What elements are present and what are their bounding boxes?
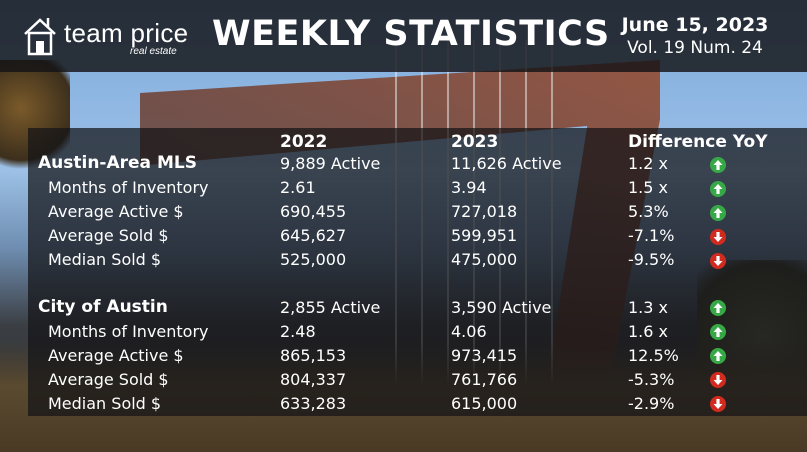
column-header-2022: 2022 — [280, 132, 328, 152]
stats-table-panel — [28, 128, 807, 416]
table-cell-2022: 804,337 — [280, 370, 347, 389]
table-cell-2022: 525,000 — [280, 250, 347, 269]
row-label: Months of Inventory — [48, 322, 209, 341]
table-cell-difference: 5.3% — [628, 202, 669, 221]
brand-subtitle: real estate — [130, 46, 177, 57]
table-cell-2023: 4.06 — [451, 322, 487, 341]
arrow-up-icon — [710, 157, 726, 173]
row-label: Months of Inventory — [48, 178, 209, 197]
table-cell-2022: 690,455 — [280, 202, 347, 221]
table-cell-2022: 633,283 — [280, 394, 347, 413]
arrow-down-icon — [710, 372, 726, 388]
table-cell-difference: 1.3 x — [628, 298, 668, 317]
arrow-up-icon — [710, 181, 726, 197]
table-cell-2023: 599,951 — [451, 226, 518, 245]
header-bar: team price real estate WEEKLY STATISTICS… — [0, 0, 807, 72]
row-label: Average Active $ — [48, 202, 184, 221]
table-cell-2023: 3.94 — [451, 178, 487, 197]
arrow-down-icon — [710, 396, 726, 412]
row-label: Average Active $ — [48, 346, 184, 365]
table-cell-2023: 727,018 — [451, 202, 518, 221]
table-cell-2023: 475,000 — [451, 250, 518, 269]
arrow-up-icon — [710, 300, 726, 316]
brand-logo: team price real estate — [20, 12, 200, 60]
table-cell-difference: 12.5% — [628, 346, 679, 365]
house-logo-icon — [24, 18, 56, 56]
arrow-up-icon — [710, 205, 726, 221]
arrow-up-icon — [710, 348, 726, 364]
table-cell-difference: -9.5% — [628, 250, 675, 269]
issue-date: June 15, 2023 — [621, 14, 769, 36]
table-cell-2022: 9,889 Active — [280, 154, 381, 173]
table-cell-difference: -5.3% — [628, 370, 675, 389]
column-header-2023: 2023 — [451, 132, 499, 152]
table-cell-2022: 645,627 — [280, 226, 347, 245]
arrow-up-icon — [710, 324, 726, 340]
table-cell-2022: 865,153 — [280, 346, 347, 365]
table-cell-2023: 615,000 — [451, 394, 518, 413]
row-label: Median Sold $ — [48, 394, 162, 413]
table-cell-difference: -7.1% — [628, 226, 675, 245]
table-cell-2023: 761,766 — [451, 370, 518, 389]
arrow-down-icon — [710, 253, 726, 269]
column-header-difference: Difference YoY — [628, 132, 768, 152]
row-label: Average Sold $ — [48, 226, 169, 245]
section-title: City of Austin — [38, 297, 168, 317]
section-title: Austin-Area MLS — [38, 153, 197, 173]
row-label: Average Sold $ — [48, 370, 169, 389]
table-cell-2022: 2,855 Active — [280, 298, 381, 317]
table-cell-difference: 1.2 x — [628, 154, 668, 173]
table-cell-2022: 2.61 — [280, 178, 316, 197]
page-title: WEEKLY STATISTICS — [212, 14, 610, 54]
table-cell-2023: 3,590 Active — [451, 298, 552, 317]
table-cell-2023: 11,626 Active — [451, 154, 562, 173]
brand-name: team price — [64, 18, 189, 48]
table-cell-difference: 1.5 x — [628, 178, 668, 197]
table-cell-difference: -2.9% — [628, 394, 675, 413]
table-cell-2022: 2.48 — [280, 322, 316, 341]
issue-volume: Vol. 19 Num. 24 — [627, 38, 763, 58]
arrow-down-icon — [710, 229, 726, 245]
table-cell-2023: 973,415 — [451, 346, 518, 365]
row-label: Median Sold $ — [48, 250, 162, 269]
table-cell-difference: 1.6 x — [628, 322, 668, 341]
